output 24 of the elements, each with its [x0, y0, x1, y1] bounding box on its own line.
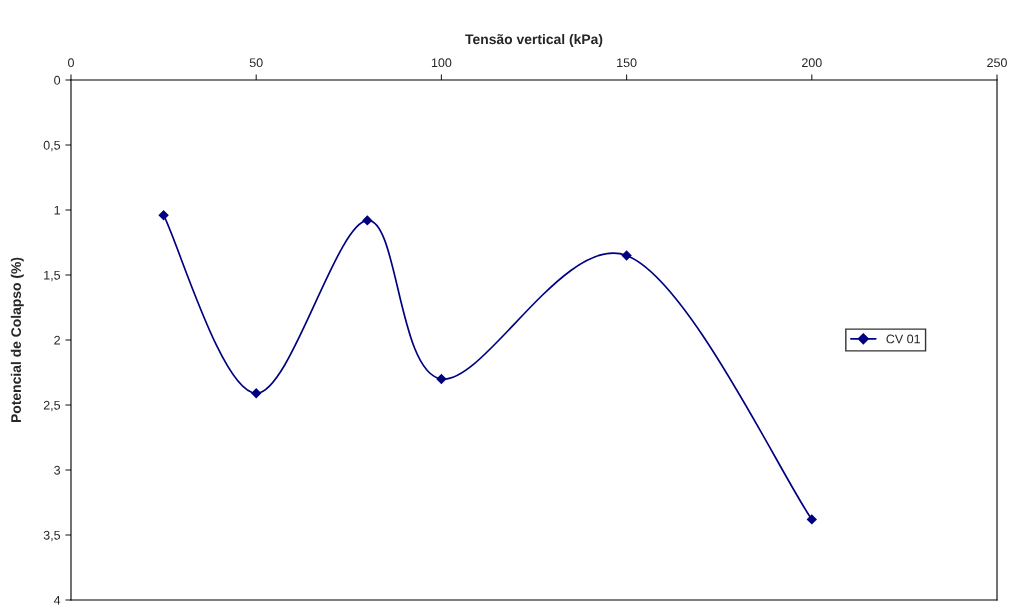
legend-label: CV 01: [886, 334, 920, 344]
x-tick-label: 0: [68, 58, 74, 68]
y-tick-label: 0,5: [43, 140, 61, 152]
y-tick-label: 1,5: [44, 270, 61, 282]
point: [362, 215, 373, 226]
x-tick-label: 50: [249, 58, 263, 68]
y-tick-label: 3: [54, 465, 61, 475]
x-tick-label: 250: [987, 58, 1007, 68]
x-tick-label: 100: [431, 58, 452, 68]
y-tick-label: 1: [54, 205, 60, 215]
y-tick-label: 4: [53, 595, 61, 605]
y-tick-label: 3,5: [43, 530, 61, 542]
point: [621, 250, 632, 261]
x-tick-label: 200: [802, 58, 822, 68]
y-tick-label: 2,5: [43, 400, 61, 412]
point: [806, 514, 817, 525]
y-tick-label: 0: [54, 75, 61, 85]
point: [251, 388, 262, 399]
x-axis-title: Tensão vertical (kPa): [465, 33, 603, 47]
x-tick-label: 150: [617, 58, 637, 68]
y-axis-title: Potencial de Colapso (%): [10, 257, 24, 423]
point: [158, 210, 169, 221]
y-tick-label: 2: [54, 335, 60, 345]
point: [436, 373, 447, 385]
